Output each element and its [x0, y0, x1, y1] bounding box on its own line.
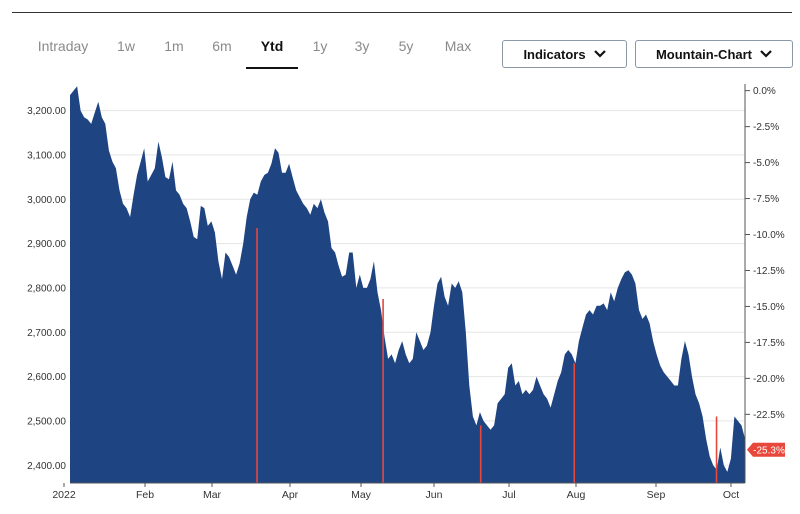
badge-background: [747, 442, 785, 457]
indicators-dropdown[interactable]: Indicators: [502, 40, 627, 68]
chevron-down-icon: [760, 50, 772, 58]
y-tick-label-right: 0.0%: [753, 86, 776, 97]
left-axis-labels: 2,400.00 2,500.00 2,600.00 2,700.00 2,800.00…: [27, 106, 66, 472]
y-tick-label-right: -2.5%: [753, 122, 779, 133]
y-tick-label-right: -12.5%: [753, 266, 785, 277]
x-axis-labels: 2022 Feb Mar Apr May Jun Jul Aug Sep Oct: [52, 483, 739, 501]
y-tick-label-left: 2,700.00: [27, 328, 66, 339]
x-tick-label: 2022: [52, 489, 76, 501]
event-lines: [256, 228, 718, 483]
y-tick-label-left: 2,900.00: [27, 239, 66, 250]
y-tick-label-left: 3,200.00: [27, 106, 66, 117]
price-area: [70, 86, 745, 483]
y-tick-label-right: -22.5%: [753, 410, 785, 421]
tab-max[interactable]: Max: [444, 38, 472, 54]
tab-3y[interactable]: 3y: [354, 38, 370, 54]
y-tick-label-left: 2,500.00: [27, 416, 66, 427]
tab-5y[interactable]: 5y: [398, 38, 414, 54]
chevron-down-icon: [593, 50, 606, 58]
price-chart[interactable]: 2,400.00 2,500.00 2,600.00 2,700.00 2,800.00…: [0, 80, 800, 514]
right-axis-labels: 0.0% -2.5% -5.0% -7.5% -10.0% -12.5% -15.0% -17…: [745, 86, 785, 421]
x-tick-label: Oct: [723, 489, 739, 501]
x-tick-label: Sep: [647, 489, 666, 501]
y-tick-label-left: 2,600.00: [27, 372, 66, 383]
active-tab-underline: [246, 67, 298, 69]
tab-ytd[interactable]: Ytd: [260, 38, 284, 54]
chart-type-dropdown[interactable]: Mountain-Chart: [635, 40, 793, 68]
y-tick-label-right: -10.0%: [753, 230, 785, 241]
y-tick-label-left: 3,100.00: [27, 150, 66, 161]
x-tick-label: Apr: [282, 489, 299, 501]
chart-type-label: Mountain-Chart: [655, 46, 753, 62]
y-tick-label-right: -17.5%: [753, 338, 785, 349]
y-tick-label-left: 3,000.00: [27, 195, 66, 206]
x-tick-label: Mar: [203, 489, 222, 501]
tab-1w[interactable]: 1w: [117, 38, 135, 54]
y-tick-label-left: 2,400.00: [27, 461, 66, 472]
indicators-label: Indicators: [523, 46, 586, 62]
x-tick-label: Jun: [426, 489, 443, 501]
x-tick-label: Aug: [567, 489, 586, 501]
y-tick-label-right: -20.0%: [753, 374, 785, 385]
y-tick-label-left: 2,800.00: [27, 283, 66, 294]
top-divider: [12, 12, 792, 13]
tab-1y[interactable]: 1y: [312, 38, 328, 54]
tab-intraday[interactable]: Intraday: [37, 38, 89, 54]
x-tick-label: Jul: [502, 489, 515, 501]
y-tick-label-right: -5.0%: [753, 158, 779, 169]
current-change-label: -25.3%: [753, 445, 785, 456]
y-tick-label-right: -7.5%: [753, 194, 779, 205]
tab-6m[interactable]: 6m: [212, 38, 232, 54]
x-tick-label: May: [351, 489, 372, 501]
current-change-badge: -25.3%: [747, 442, 785, 457]
y-tick-label-right: -15.0%: [753, 302, 785, 313]
tab-1m[interactable]: 1m: [164, 38, 184, 54]
x-tick-label: Feb: [136, 489, 154, 501]
